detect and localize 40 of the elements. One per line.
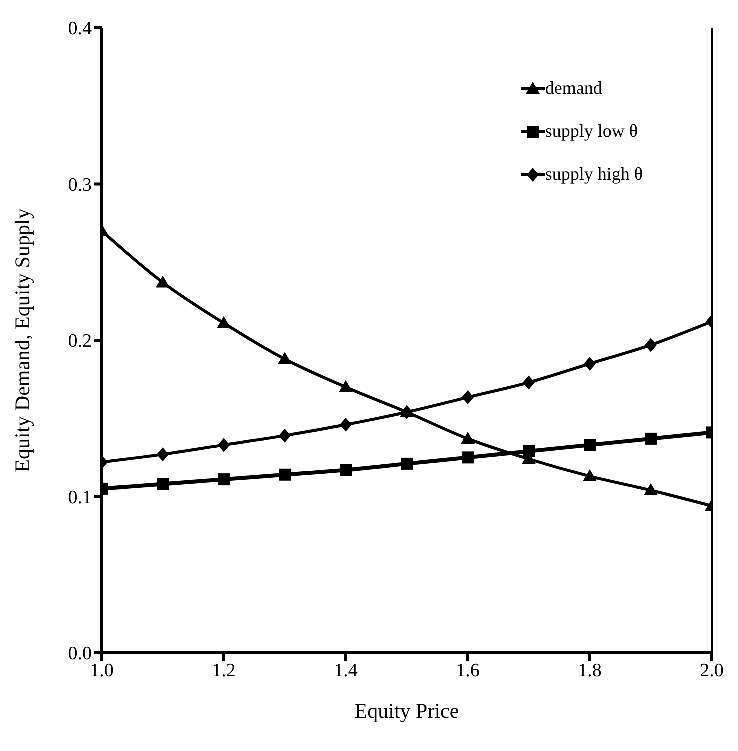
x-tick-label: 1.8 [578, 660, 602, 682]
x-tick-label: 1.0 [90, 660, 114, 682]
y-tick-label: 0.1 [68, 487, 92, 508]
point [461, 432, 475, 444]
point [279, 428, 291, 443]
point [157, 478, 169, 490]
point [340, 418, 352, 432]
point [157, 448, 169, 462]
x-axis-title: Equity Price [354, 699, 460, 723]
point [218, 438, 230, 452]
y-tick-label: 0.0 [68, 644, 92, 665]
point [279, 468, 291, 481]
y-axis-title: Equity Demand, Equity Supply [10, 208, 34, 472]
point [584, 356, 596, 371]
point [462, 390, 474, 405]
y-tick-label: 0.2 [68, 331, 92, 352]
point [583, 469, 597, 482]
point [278, 352, 292, 364]
point [584, 439, 596, 452]
x-tick-label: 1.6 [456, 660, 480, 682]
legend-label: demand [545, 78, 602, 99]
point [340, 464, 352, 476]
y-tick-label: 0.4 [68, 18, 92, 40]
legend-label: supply low θ [545, 121, 638, 142]
point [644, 484, 658, 496]
y-tick-label: 0.3 [68, 174, 92, 196]
point [217, 316, 231, 328]
point [645, 432, 657, 445]
x-tick-label: 2.0 [700, 660, 724, 682]
point [401, 458, 413, 470]
x-tick-label: 1.4 [334, 660, 358, 682]
point [462, 452, 474, 464]
point [645, 338, 657, 352]
legend-label: supply high θ [545, 164, 643, 185]
point [523, 376, 535, 390]
point [339, 380, 353, 392]
point [218, 474, 230, 486]
x-tick-label: 1.2 [212, 660, 236, 682]
point [156, 276, 170, 288]
point [523, 445, 535, 458]
